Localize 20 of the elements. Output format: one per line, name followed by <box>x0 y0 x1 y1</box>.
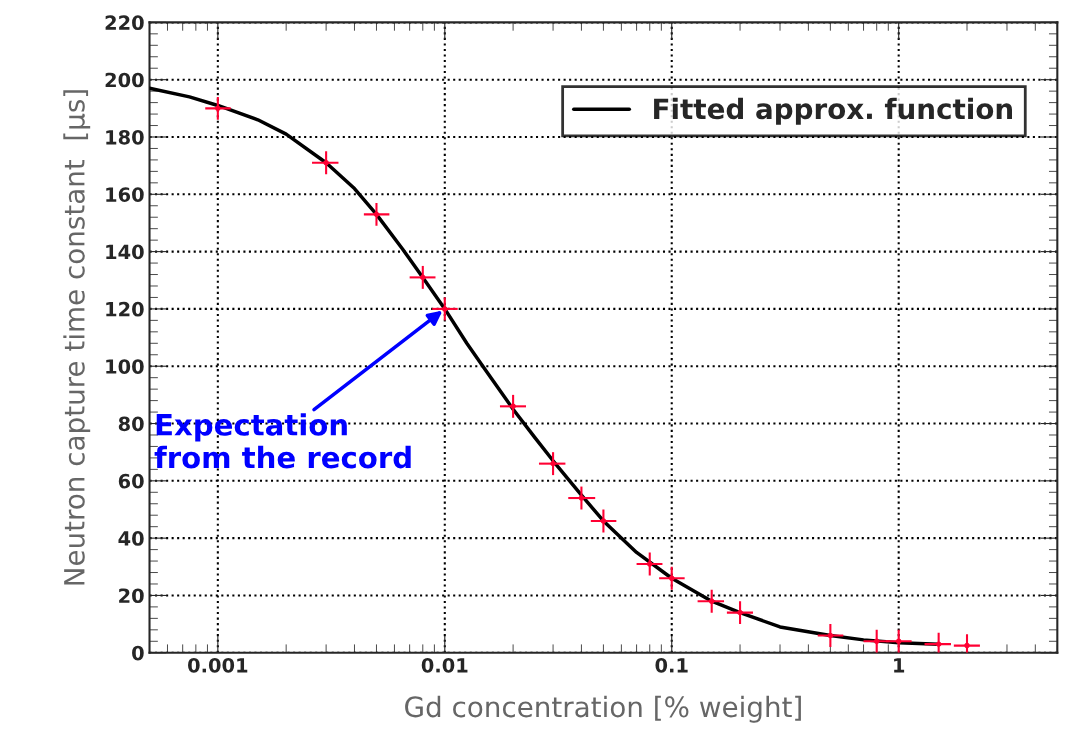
x-tick-label: 0.01 <box>421 657 468 673</box>
y-tick-label: 40 <box>118 531 144 546</box>
y-tick-label: 140 <box>106 244 144 260</box>
x-axis-title: Gd concentration [% weight] <box>405 695 801 723</box>
x-tick-label: 0.001 <box>188 657 248 673</box>
y-axis-title: Neutron capture time constant [µs] <box>63 90 91 585</box>
y-tick-label: 220 <box>105 15 144 31</box>
y-tick-label: 20 <box>119 588 144 604</box>
annotation: Expectation from the record <box>154 413 411 469</box>
legend-label: Fitted approx. function <box>654 97 1012 125</box>
y-tick-label: 100 <box>106 359 144 374</box>
y-tick-label: 160 <box>106 187 144 202</box>
y-tick-label: 0 <box>132 645 144 661</box>
y-tick-label: 80 <box>118 416 144 432</box>
y-tick-label: 200 <box>105 72 144 88</box>
y-tick-label: 180 <box>106 129 144 145</box>
x-tick-label: 1 <box>894 658 905 673</box>
y-tick-label: 60 <box>118 473 144 489</box>
x-tick-label: 0.1 <box>655 657 688 673</box>
y-tick-label: 120 <box>106 301 144 317</box>
